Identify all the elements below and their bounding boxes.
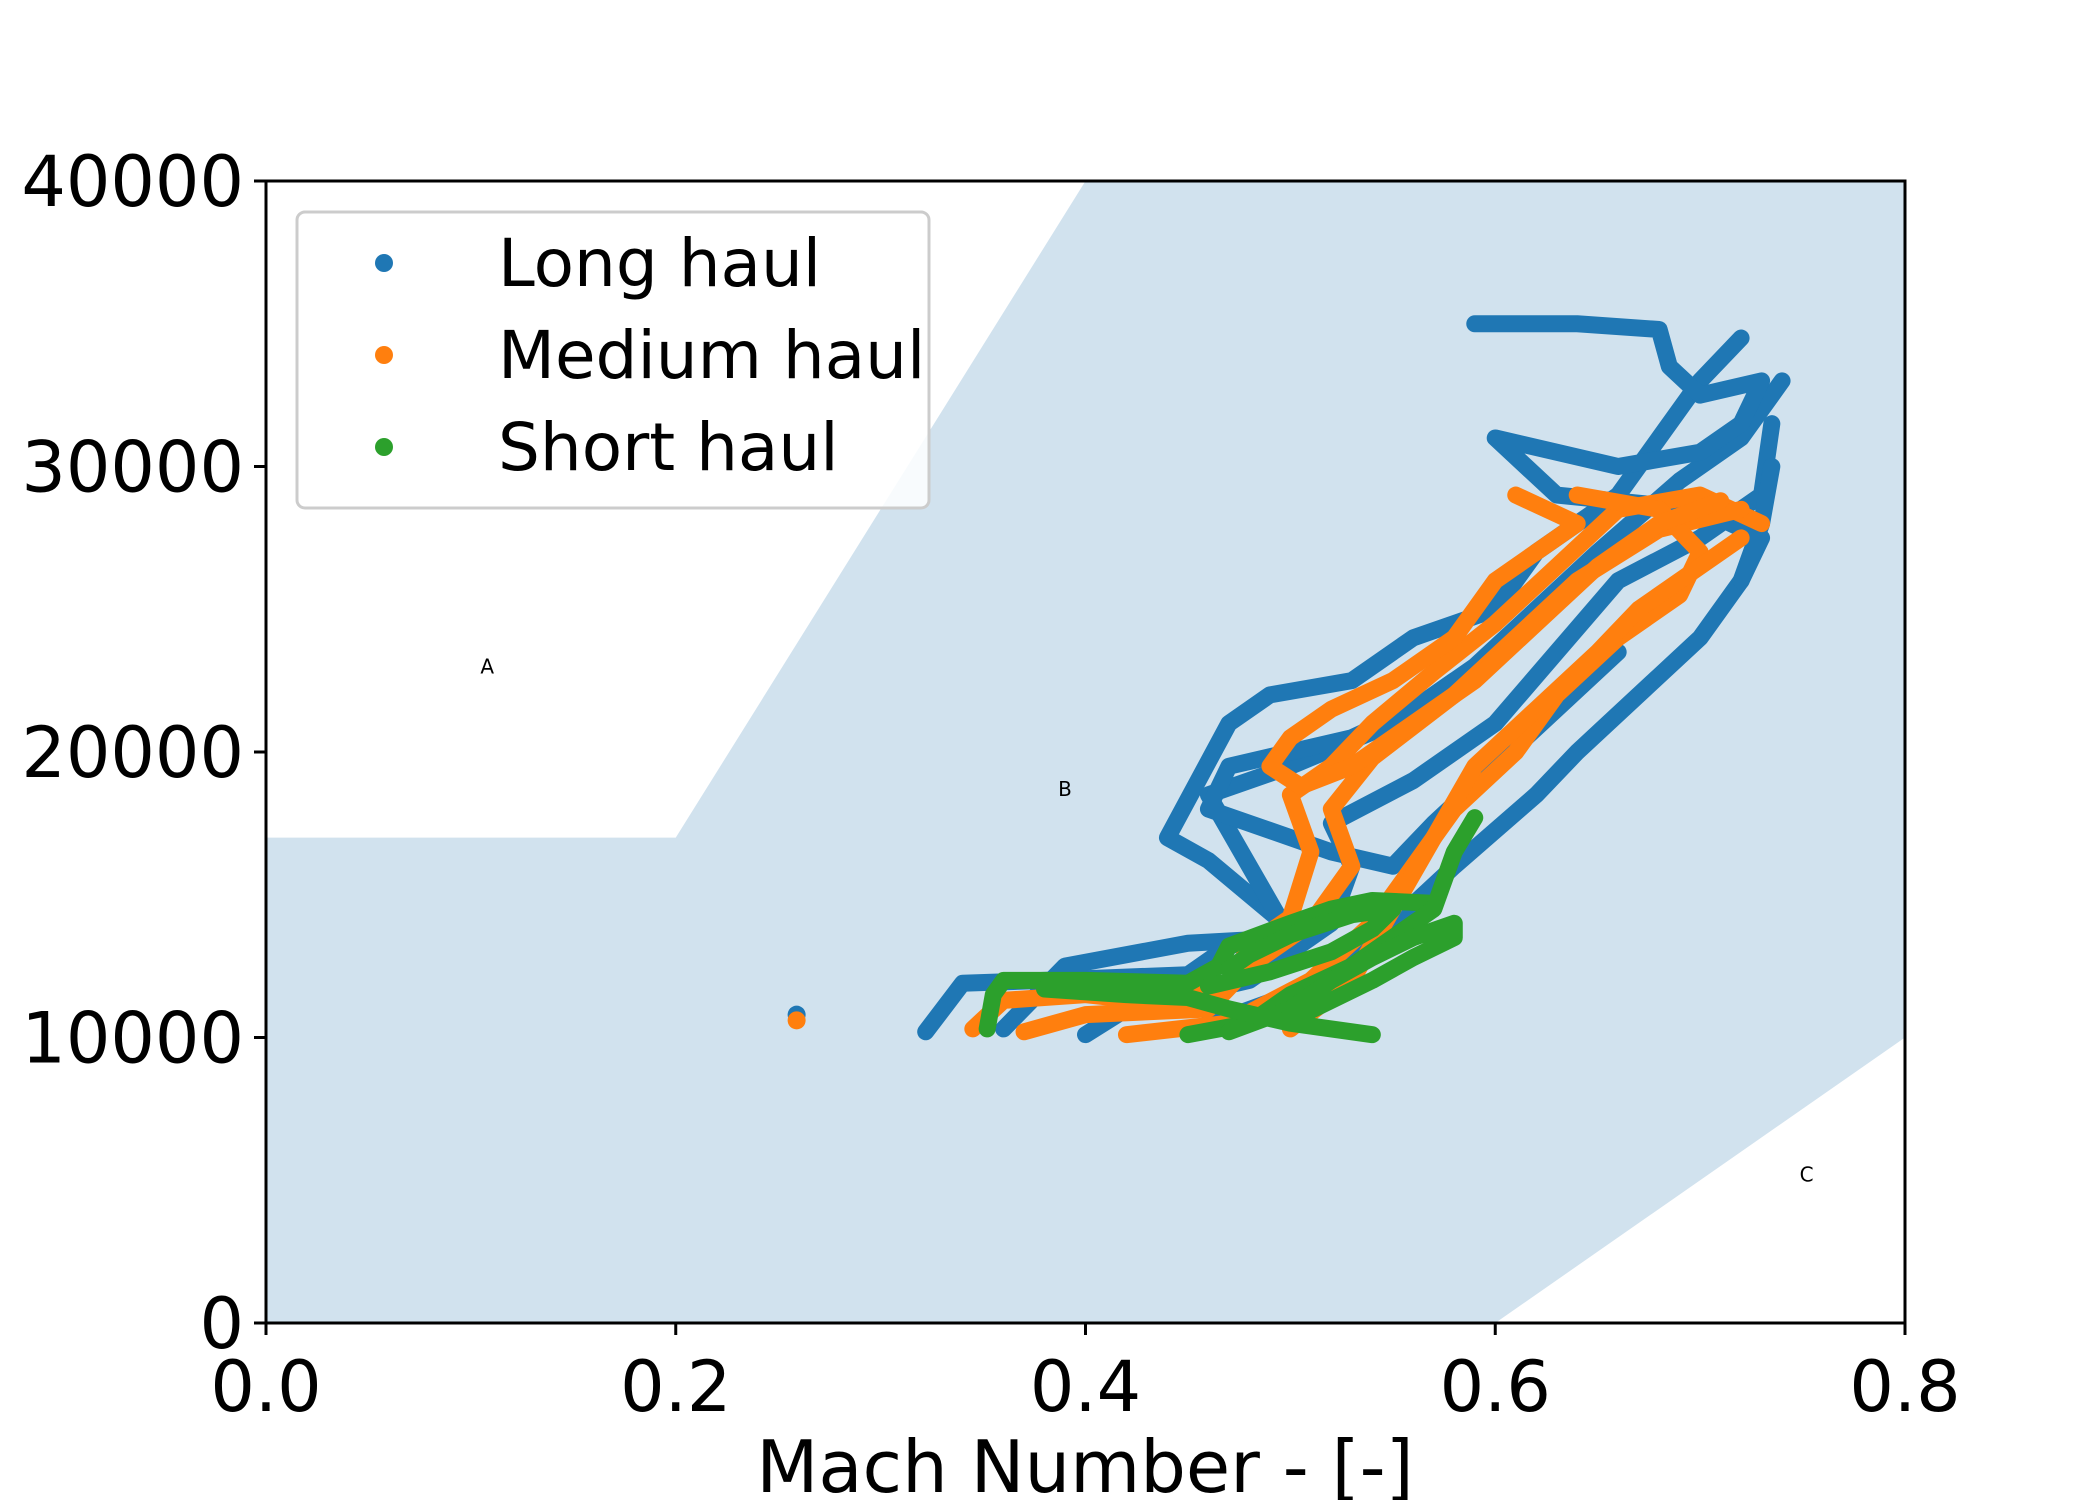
legend-marker-medium-haul	[375, 346, 393, 364]
legend-label-short-haul: Short haul	[498, 409, 839, 486]
data-series-layer	[787, 315, 1791, 1044]
region-label-b: B	[1058, 777, 1072, 801]
track-short-haul	[1036, 980, 1381, 1044]
legend-label-long-haul: Long haul	[498, 225, 821, 302]
x-tick-label: 0.2	[620, 1346, 731, 1428]
tick-marks	[254, 179, 1907, 1335]
y-tick-label: 20000	[21, 712, 244, 794]
y-tick-label: 30000	[21, 427, 244, 509]
track-short-haul	[1220, 914, 1463, 1041]
legend: Long haul Medium haul Short haul	[295, 210, 931, 510]
track-medium-haul	[1261, 486, 1730, 795]
track-short-haul	[978, 891, 1443, 1038]
point-medium-haul	[787, 1011, 806, 1030]
legend-label-medium-haul: Medium haul	[498, 317, 925, 394]
region-label-a: A	[480, 654, 494, 678]
legend-marker-long-haul	[375, 254, 393, 272]
x-tick-label: 0.0	[210, 1346, 321, 1428]
track-short-haul	[1199, 900, 1402, 995]
x-tick-label: 0.8	[1849, 1346, 1960, 1428]
legend-marker-short-haul	[375, 438, 393, 456]
y-tick-label: 0	[199, 1283, 244, 1365]
y-tick-label: 40000	[21, 141, 244, 223]
x-tick-label: 0.6	[1440, 1346, 1551, 1428]
region-b-fill	[266, 181, 1905, 1323]
y-tick-label: 10000	[21, 998, 244, 1080]
series-short-haul	[978, 809, 1484, 1044]
x-tick-label: 0.4	[1030, 1346, 1141, 1428]
x-axis-title: Mach Number - [-]	[756, 1425, 1414, 1500]
region-label-c: C	[1800, 1163, 1814, 1187]
legend-box	[295, 210, 931, 510]
